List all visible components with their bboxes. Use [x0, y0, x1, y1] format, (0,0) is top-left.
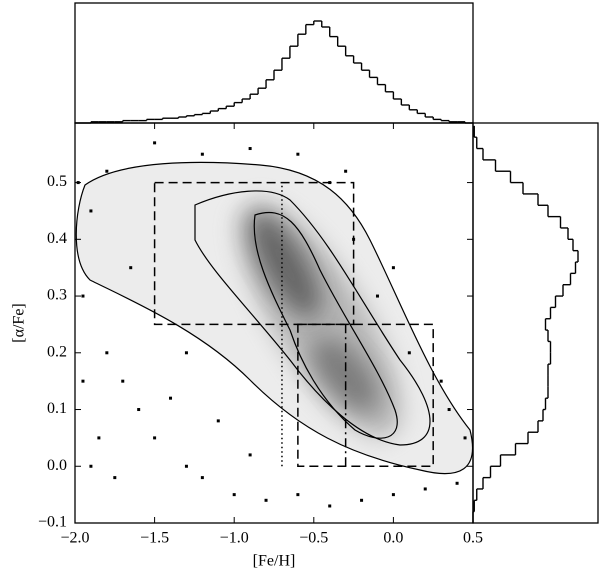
scatter-point	[391, 493, 395, 497]
top-frame	[74, 2, 474, 124]
x-tick-label: −0.5	[299, 530, 328, 547]
x-tick-label: −1.5	[140, 530, 169, 547]
y-tick-label: 0.3	[47, 287, 67, 304]
scatter-point	[232, 493, 236, 497]
scatter-point	[184, 464, 188, 468]
scatter-point	[423, 487, 427, 491]
region-box	[153, 181, 355, 326]
scatter-point	[216, 419, 220, 423]
contour-outer	[75, 161, 473, 475]
scatter-point	[439, 379, 443, 383]
y-tick-label: 0.0	[47, 457, 67, 474]
scatter-point	[89, 464, 93, 468]
x-tick-label: −1.0	[220, 530, 249, 547]
scatter-point	[76, 181, 80, 185]
x-tick-label: 0.5	[463, 530, 483, 547]
y-tick-label: −0.1	[38, 514, 67, 531]
scatter-point	[184, 351, 188, 355]
scatter-point	[137, 408, 141, 412]
scatter-point	[296, 152, 300, 156]
scatter-point	[375, 294, 379, 298]
scatter-point	[105, 351, 109, 355]
scatter-point	[264, 498, 268, 502]
contour-inner	[253, 211, 398, 439]
scatter-point	[248, 453, 252, 457]
x-axis-label: [Fe/H]	[253, 553, 296, 570]
scatter-point	[153, 141, 157, 145]
x-tick-label: 0.0	[383, 530, 403, 547]
x-tick-label: −2.0	[60, 530, 89, 547]
scatter-point	[407, 351, 411, 355]
scatter-point	[153, 436, 157, 440]
scatter-point	[105, 169, 109, 173]
scatter-point	[129, 266, 133, 270]
scatter-point	[169, 396, 173, 400]
right-frame	[472, 122, 599, 524]
scatter-point	[97, 436, 101, 440]
scatter-point	[248, 147, 252, 151]
scatter-point	[121, 379, 125, 383]
y-tick-label: 0.5	[47, 173, 67, 190]
scatter-point	[391, 266, 395, 270]
density-high	[311, 337, 379, 413]
y-tick-label: 0.4	[47, 230, 67, 247]
scatter-point	[447, 408, 451, 412]
y-axis-label: [α/Fe]	[11, 303, 28, 342]
region-box	[297, 323, 434, 468]
scatter-point	[455, 481, 459, 485]
scatter-point	[296, 493, 300, 497]
scatter-point	[360, 498, 364, 502]
density-high	[249, 211, 321, 319]
scatter-point	[200, 152, 204, 156]
scatter-point	[89, 209, 93, 213]
contour-middle	[194, 190, 431, 446]
scatter-point	[344, 169, 348, 173]
scatter-point	[113, 476, 117, 480]
scatter-point	[200, 476, 204, 480]
scatter-point	[81, 379, 85, 383]
scatter-point	[81, 294, 85, 298]
y-tick-label: 0.2	[47, 343, 67, 360]
y-tick-label: 0.1	[47, 400, 67, 417]
density-map	[75, 161, 473, 475]
scatter-point	[328, 504, 332, 508]
scatter-point	[463, 436, 467, 440]
